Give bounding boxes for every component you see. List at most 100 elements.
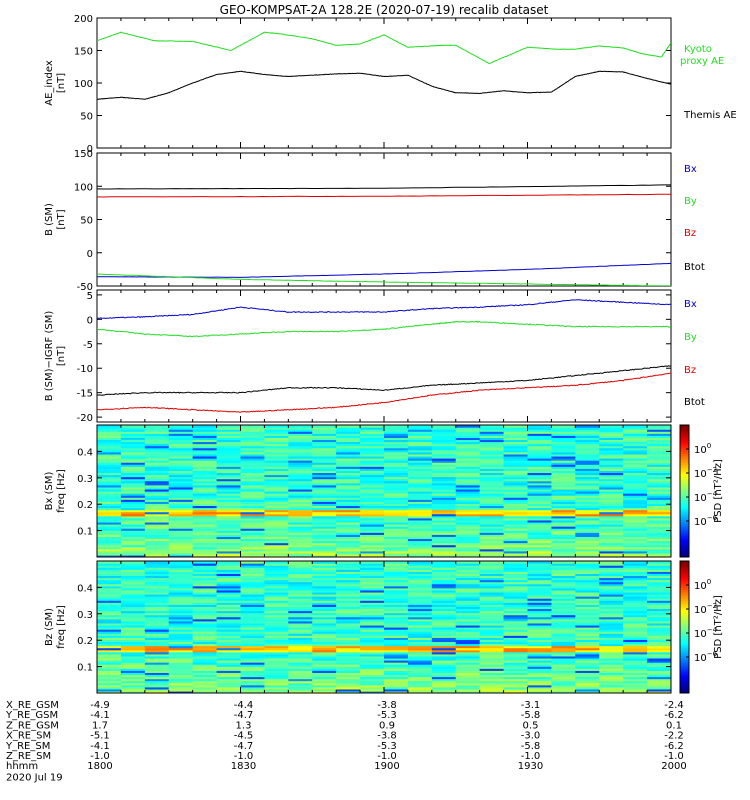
spectrogram-cell — [599, 462, 624, 465]
spectrogram-cell — [503, 468, 529, 471]
spectrogram-cell — [120, 472, 146, 476]
spectrogram-cell — [288, 690, 313, 693]
spectrogram-cell — [384, 480, 409, 484]
spectrogram-cell — [120, 519, 146, 523]
spectrogram-cell — [288, 484, 313, 488]
spectrogram-cell — [312, 587, 337, 591]
spectrogram-cell — [407, 565, 433, 568]
spectrogram-cell — [168, 486, 194, 490]
spectrogram-cell — [360, 563, 385, 566]
spectrogram-cell — [97, 451, 122, 455]
spectrogram-cell — [288, 524, 313, 527]
spectrogram-cell — [288, 521, 313, 525]
spectrogram-cell — [431, 662, 457, 665]
spectrogram-cell — [264, 513, 289, 517]
ephemeris-value: -3.0 — [521, 731, 541, 742]
spectrogram-cell — [97, 684, 122, 688]
spectrogram-bzspec — [97, 561, 671, 693]
spectrogram-cell — [384, 567, 409, 570]
spectrogram-cell — [431, 480, 457, 484]
spectrogram-cell — [527, 486, 553, 490]
spectrogram-cell — [216, 688, 242, 692]
spectrogram-cell — [144, 476, 170, 480]
spectrogram-cell — [168, 637, 194, 640]
spectrogram-cell — [503, 657, 529, 661]
spectrogram-cell — [240, 447, 266, 451]
spectrogram-cell — [144, 571, 170, 574]
spectrogram-cell — [336, 550, 361, 554]
spectrogram-cell — [455, 641, 481, 645]
spectrogram-cell — [312, 544, 337, 548]
ephemeris-value: -2.4 — [664, 700, 684, 711]
spectrogram-cell — [503, 668, 529, 671]
spectrogram-cell — [503, 530, 529, 533]
spectrogram-cell — [168, 670, 194, 673]
spectrogram-cell — [384, 575, 409, 579]
spectrogram-cell — [407, 433, 433, 436]
spectrogram-cell — [431, 686, 457, 690]
spectrogram-cell — [455, 602, 481, 605]
spectrogram-cell — [455, 672, 481, 676]
spectrogram-cell — [431, 455, 457, 459]
spectrogram-cell — [431, 660, 457, 663]
spectrogram-cell — [384, 629, 409, 632]
spectrogram-cell — [168, 501, 194, 504]
spectrogram-cell — [312, 622, 337, 626]
spectrogram-cell — [575, 563, 600, 566]
spectrogram-cell — [360, 482, 385, 486]
spectrogram-cell — [216, 474, 242, 478]
spectrogram-cell — [407, 552, 433, 556]
spectrogram-cell — [288, 676, 313, 680]
spectrogram-cell — [431, 497, 457, 500]
spectrogram-cell — [312, 649, 337, 653]
spectrogram-cell — [216, 447, 242, 451]
spectrogram-cell — [455, 495, 481, 498]
spectrogram-cell — [455, 664, 481, 667]
spectrogram-cell — [455, 653, 481, 657]
spectrogram-cell — [479, 676, 505, 680]
ephemeris-value: 2000 — [661, 761, 686, 772]
spectrogram-cell — [623, 495, 648, 498]
spectrogram-cell — [575, 591, 600, 595]
spectrogram-cell — [288, 624, 313, 628]
spectrogram-cell — [551, 674, 576, 678]
spectrogram-cell — [455, 660, 481, 663]
spectrogram-cell — [264, 433, 289, 436]
spectrogram-cell — [120, 534, 146, 537]
spectrogram-cell — [240, 604, 266, 607]
spectrogram-cell — [264, 530, 289, 533]
spectrogram-cell — [312, 433, 337, 436]
spectrogram-cell — [192, 458, 218, 461]
spectrogram-cell — [431, 517, 457, 521]
spectrogram-cell — [264, 639, 289, 643]
spectrogram-cell — [551, 620, 576, 624]
spectrogram-cell — [312, 631, 337, 634]
spectrogram-cell — [120, 427, 146, 430]
spectrogram-cell — [575, 575, 600, 579]
spectrogram-cell — [264, 546, 289, 550]
spectrogram-cell — [144, 657, 170, 661]
spectrogram-cell — [551, 437, 576, 441]
spectrogram-cell — [455, 441, 481, 445]
spectrogram-cell — [120, 441, 146, 445]
spectrogram-cell — [312, 651, 337, 655]
spectrogram-cell — [479, 670, 505, 673]
spectrogram-cell — [479, 460, 505, 463]
y-tick-label: 0 — [87, 315, 93, 326]
spectrogram-cell — [431, 513, 457, 517]
spectrogram-cell — [407, 655, 433, 659]
spectrogram-cell — [288, 511, 313, 515]
spectrogram-cell — [623, 532, 648, 535]
spectrogram-cell — [192, 616, 218, 620]
spectrogram-cell — [599, 429, 624, 432]
spectrogram-cell — [216, 468, 242, 471]
spectrogram-cell — [216, 491, 242, 494]
spectrogram-cell — [599, 526, 624, 529]
spectrogram-cell — [120, 449, 146, 453]
spectrogram-cell — [240, 575, 266, 579]
spectrogram-cell — [336, 633, 361, 636]
spectrogram-cell — [527, 497, 553, 500]
spectrogram-cell — [575, 635, 600, 638]
spectrogram-cell — [551, 554, 576, 557]
spectrogram-cell — [192, 524, 218, 527]
